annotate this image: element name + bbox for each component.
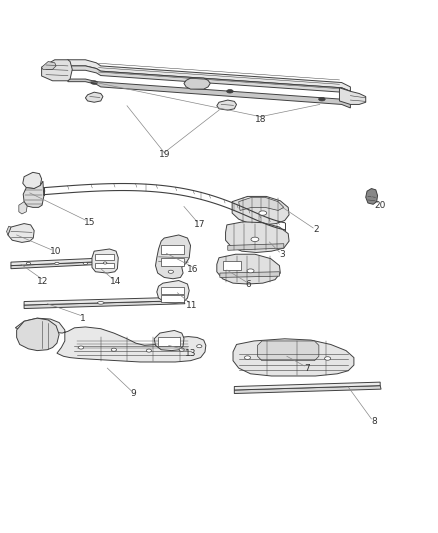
FancyBboxPatch shape: [161, 287, 184, 294]
FancyBboxPatch shape: [95, 254, 114, 260]
Text: 3: 3: [279, 250, 286, 259]
Polygon shape: [226, 222, 289, 253]
Ellipse shape: [318, 98, 325, 101]
FancyBboxPatch shape: [223, 261, 241, 270]
Text: 15: 15: [84, 218, 95, 227]
Polygon shape: [366, 189, 378, 204]
Ellipse shape: [78, 346, 84, 349]
Text: 7: 7: [304, 364, 310, 373]
Ellipse shape: [259, 211, 267, 215]
Polygon shape: [17, 318, 59, 351]
Ellipse shape: [168, 270, 173, 273]
Polygon shape: [68, 66, 350, 96]
Polygon shape: [239, 197, 284, 211]
Text: 10: 10: [50, 247, 61, 256]
Polygon shape: [68, 79, 350, 108]
Ellipse shape: [83, 262, 88, 264]
Ellipse shape: [103, 262, 107, 264]
Polygon shape: [217, 254, 280, 284]
Polygon shape: [23, 181, 44, 207]
Text: 12: 12: [37, 277, 49, 286]
Polygon shape: [15, 318, 206, 362]
Text: 20: 20: [374, 201, 386, 209]
Polygon shape: [85, 92, 103, 102]
Text: 2: 2: [314, 225, 319, 234]
Polygon shape: [157, 280, 189, 303]
Text: 18: 18: [255, 115, 266, 124]
FancyBboxPatch shape: [161, 246, 184, 254]
Polygon shape: [217, 100, 237, 110]
Ellipse shape: [197, 345, 202, 348]
Text: 19: 19: [159, 150, 170, 159]
FancyBboxPatch shape: [161, 258, 184, 265]
Polygon shape: [228, 244, 284, 251]
Text: 8: 8: [371, 417, 378, 426]
Polygon shape: [339, 88, 366, 104]
Polygon shape: [11, 261, 110, 269]
Polygon shape: [24, 301, 185, 309]
Polygon shape: [155, 235, 191, 279]
Polygon shape: [232, 197, 289, 225]
Ellipse shape: [111, 348, 117, 351]
Polygon shape: [55, 60, 350, 91]
Text: 9: 9: [131, 389, 137, 398]
Ellipse shape: [251, 237, 259, 241]
Polygon shape: [154, 330, 184, 351]
Ellipse shape: [97, 302, 104, 304]
Ellipse shape: [146, 349, 152, 352]
Text: 17: 17: [194, 220, 205, 229]
Text: 13: 13: [185, 349, 196, 358]
Ellipse shape: [325, 357, 331, 360]
Polygon shape: [19, 201, 27, 214]
Polygon shape: [24, 297, 184, 305]
Polygon shape: [234, 382, 380, 390]
Polygon shape: [92, 249, 118, 273]
Polygon shape: [234, 386, 381, 393]
Text: 6: 6: [245, 280, 251, 289]
Ellipse shape: [26, 262, 31, 264]
FancyBboxPatch shape: [158, 336, 180, 346]
Polygon shape: [220, 272, 279, 278]
Polygon shape: [233, 339, 354, 376]
Polygon shape: [7, 226, 11, 235]
Ellipse shape: [247, 269, 254, 273]
Text: 11: 11: [186, 301, 198, 310]
Polygon shape: [8, 223, 34, 243]
Ellipse shape: [244, 356, 251, 359]
Ellipse shape: [91, 81, 97, 84]
Polygon shape: [184, 78, 210, 89]
Polygon shape: [42, 61, 56, 69]
Ellipse shape: [179, 348, 184, 351]
Polygon shape: [258, 341, 319, 361]
Text: 14: 14: [110, 277, 122, 286]
Ellipse shape: [55, 262, 59, 264]
Polygon shape: [42, 60, 72, 81]
Polygon shape: [23, 172, 42, 189]
FancyBboxPatch shape: [95, 263, 114, 268]
Polygon shape: [11, 258, 110, 265]
FancyBboxPatch shape: [161, 295, 184, 302]
Text: 16: 16: [187, 264, 198, 273]
Text: 1: 1: [79, 314, 85, 322]
Ellipse shape: [227, 90, 233, 93]
